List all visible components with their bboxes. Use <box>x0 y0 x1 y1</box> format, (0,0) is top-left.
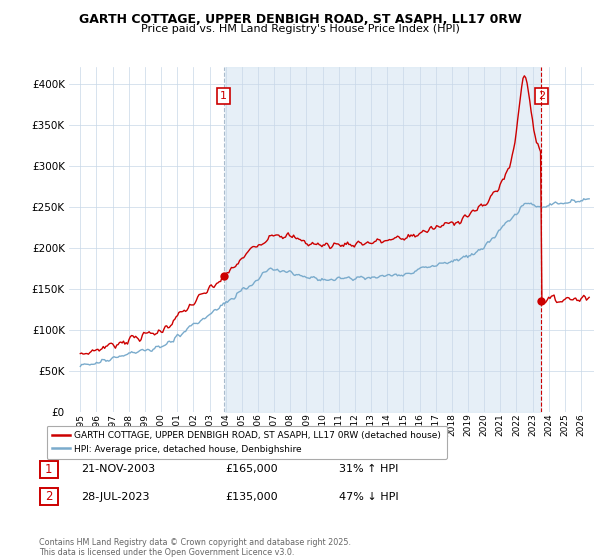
Text: 47% ↓ HPI: 47% ↓ HPI <box>339 492 398 502</box>
Text: 28-JUL-2023: 28-JUL-2023 <box>81 492 149 502</box>
Text: £165,000: £165,000 <box>225 464 278 474</box>
Text: 31% ↑ HPI: 31% ↑ HPI <box>339 464 398 474</box>
Legend: GARTH COTTAGE, UPPER DENBIGH ROAD, ST ASAPH, LL17 0RW (detached house), HPI: Ave: GARTH COTTAGE, UPPER DENBIGH ROAD, ST AS… <box>47 426 447 459</box>
FancyBboxPatch shape <box>40 461 58 478</box>
Text: 1: 1 <box>45 463 53 476</box>
Text: Contains HM Land Registry data © Crown copyright and database right 2025.
This d: Contains HM Land Registry data © Crown c… <box>39 538 351 557</box>
FancyBboxPatch shape <box>40 488 58 505</box>
Text: 21-NOV-2003: 21-NOV-2003 <box>81 464 155 474</box>
Text: 1: 1 <box>220 91 227 101</box>
Text: GARTH COTTAGE, UPPER DENBIGH ROAD, ST ASAPH, LL17 0RW: GARTH COTTAGE, UPPER DENBIGH ROAD, ST AS… <box>79 13 521 26</box>
Text: 2: 2 <box>538 91 545 101</box>
Text: £135,000: £135,000 <box>225 492 278 502</box>
Text: 2: 2 <box>45 490 53 503</box>
Text: Price paid vs. HM Land Registry's House Price Index (HPI): Price paid vs. HM Land Registry's House … <box>140 24 460 34</box>
